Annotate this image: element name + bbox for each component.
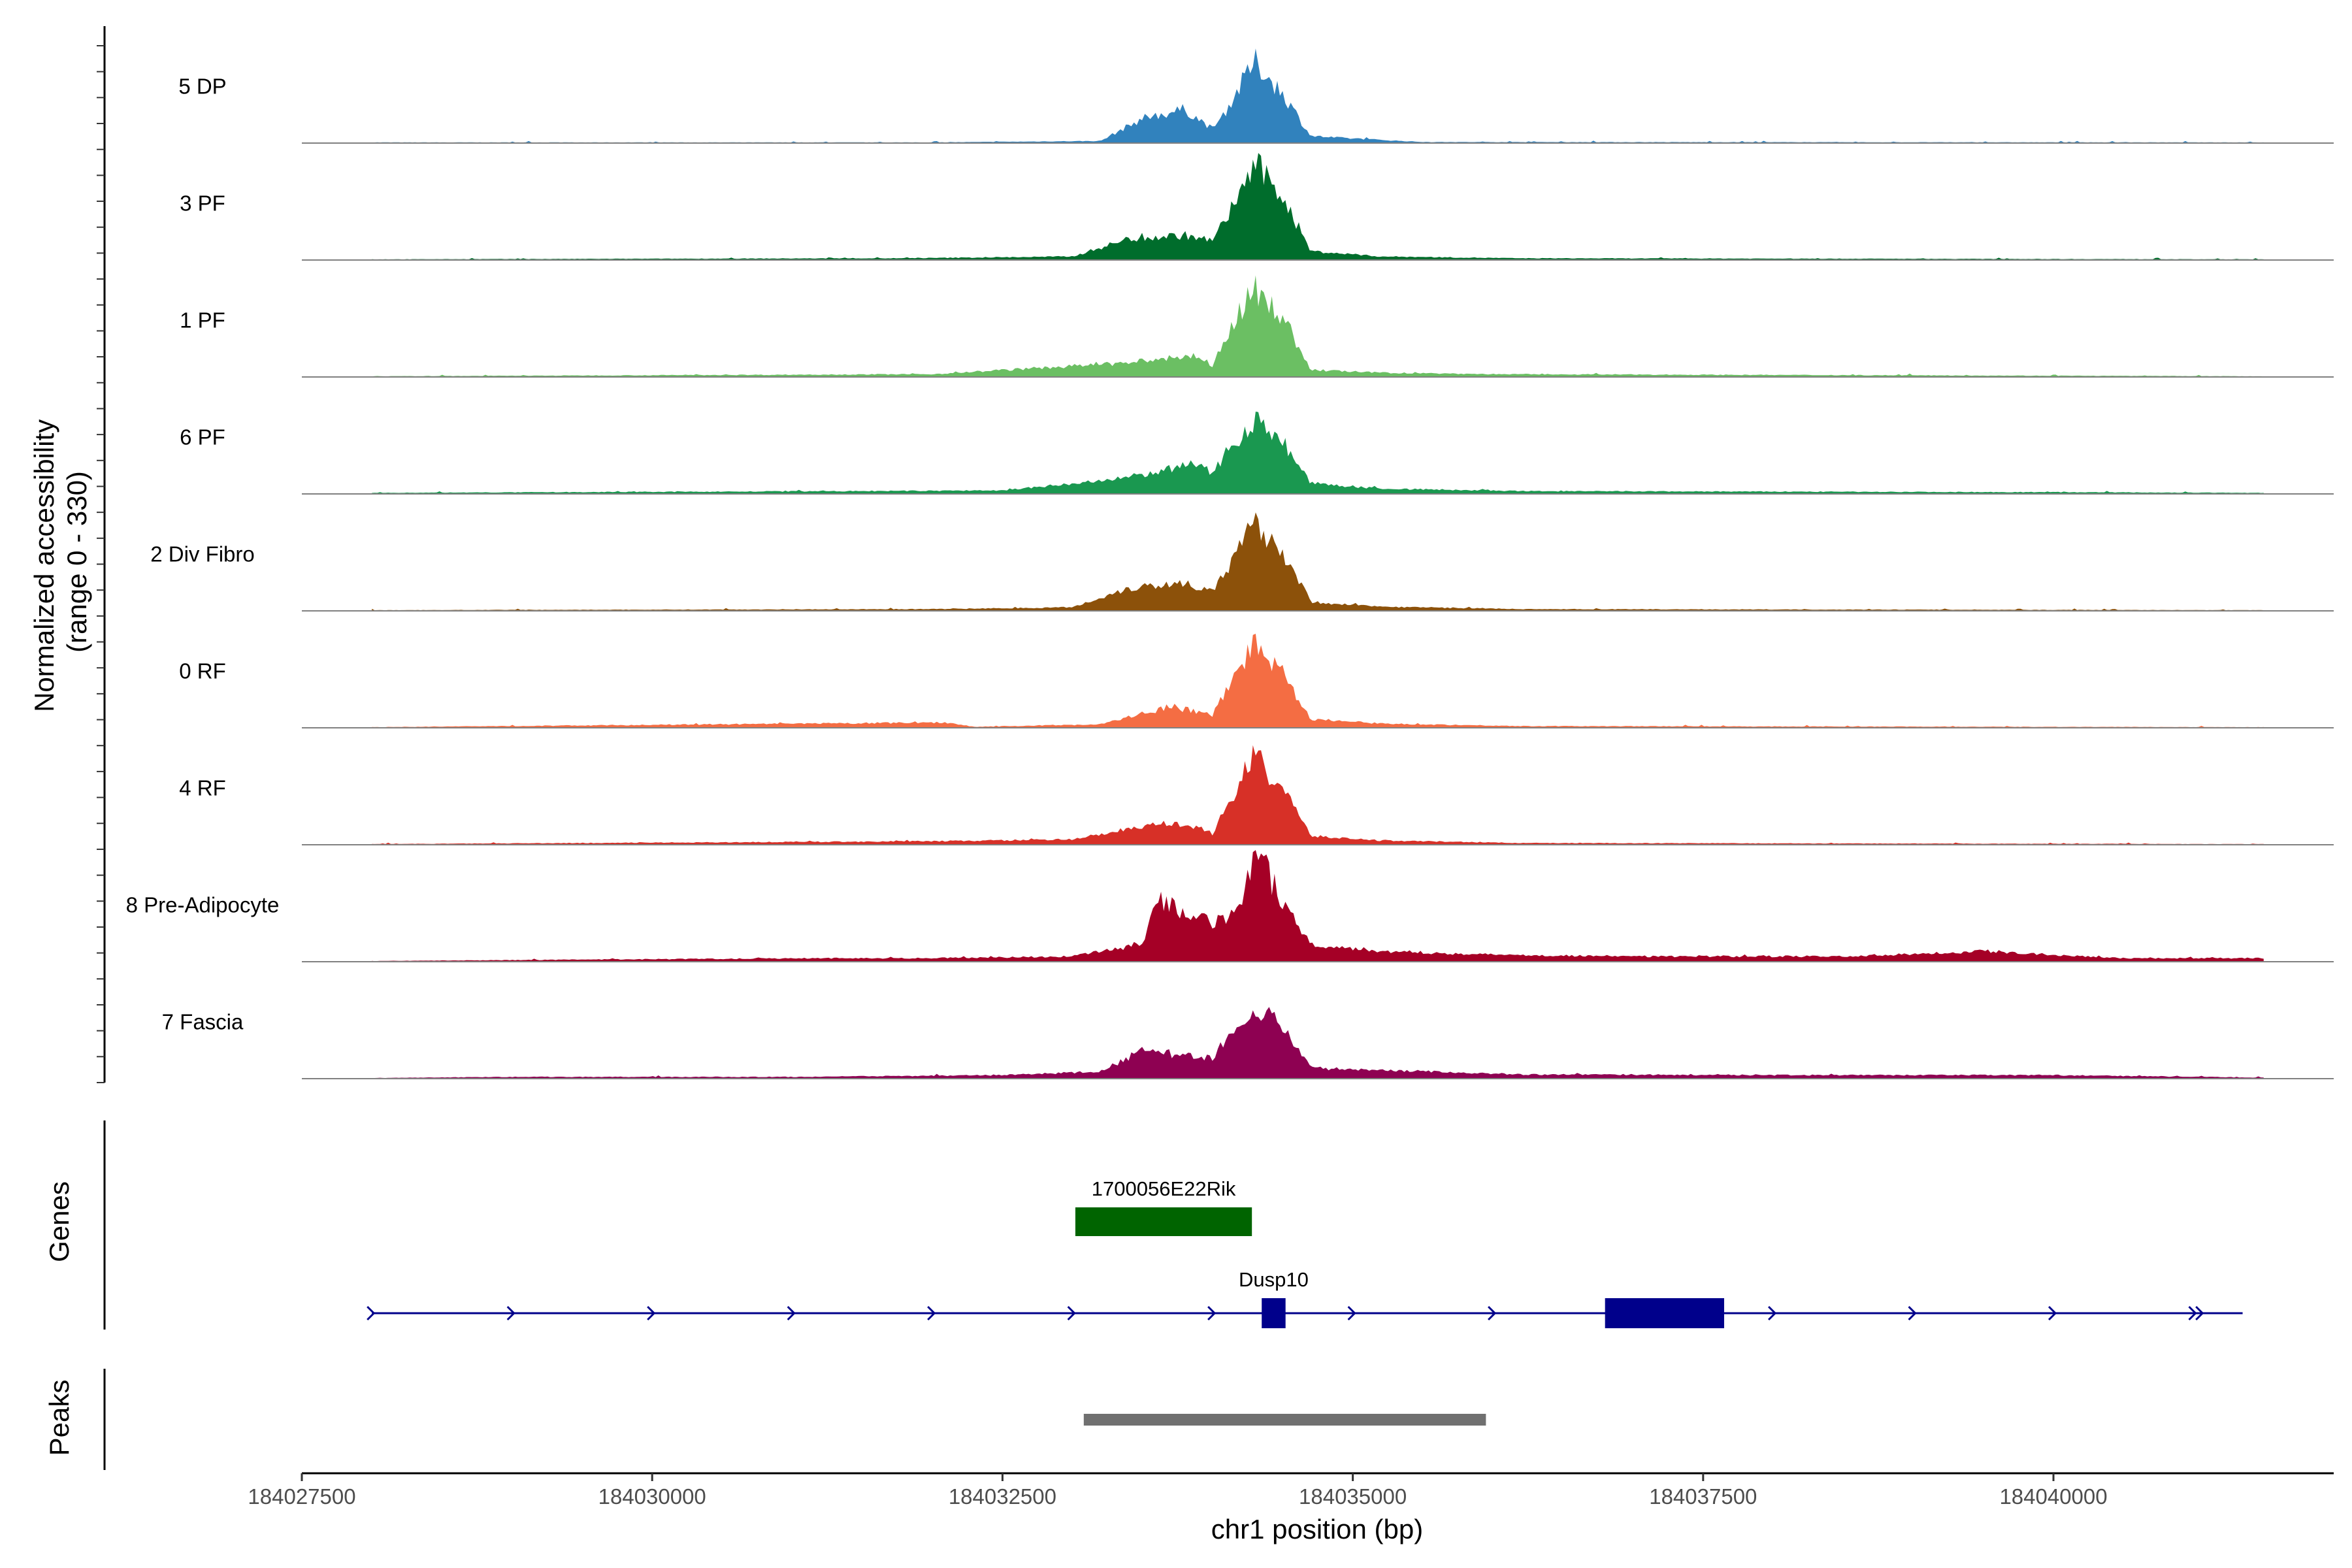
strand-arrow xyxy=(1347,1305,1356,1321)
strand-arrow xyxy=(506,1305,515,1321)
gene-exon xyxy=(1075,1207,1252,1236)
coverage-tracks: 5 DP 3 PF 1 PF 6 PF 2 Div Fibro 0 RF 4 RF 8 Pre… xyxy=(126,48,2334,1079)
track-2-div-fibro: 2 Div Fibro xyxy=(150,512,2334,612)
track-0-rf: 0 RF xyxy=(179,634,2334,728)
strand-arrow xyxy=(1488,1305,1497,1321)
x-axis: 184027500 184030000 184032500 184035000 1840… xyxy=(248,1472,2334,1509)
coverage-area-1-pf xyxy=(372,275,2264,377)
coverage-area-3-pf xyxy=(372,153,2264,260)
track-5-dp: 5 DP xyxy=(178,48,2334,144)
gene-exon xyxy=(1605,1298,1724,1328)
strand-arrow xyxy=(2195,1305,2204,1321)
strand-arrow xyxy=(647,1305,656,1321)
strand-arrow xyxy=(367,1305,376,1321)
coverage-area-5-dp xyxy=(372,48,2264,143)
strand-arrow xyxy=(1067,1305,1076,1321)
track-7-fascia: 7 Fascia xyxy=(162,1007,2334,1079)
coverage-y-axis-title-line2: (range 0 - 330) xyxy=(61,471,92,653)
track-label: 5 DP xyxy=(178,74,226,99)
gene-label: 1700056E22Rik xyxy=(1092,1177,1236,1200)
track-3-pf: 3 PF xyxy=(180,153,2334,261)
x-tick-label: 184027500 xyxy=(248,1484,355,1509)
track-label: 2 Div Fibro xyxy=(150,542,255,566)
coverage-area-7-fascia xyxy=(372,1007,2264,1079)
track-1-pf: 1 PF xyxy=(180,275,2334,378)
genes-panel: 1700056E22Rik Dusp10 xyxy=(103,1120,2243,1330)
gene-exon xyxy=(1262,1298,1286,1328)
strand-arrow xyxy=(1207,1305,1217,1321)
peaks-panel xyxy=(103,1369,1486,1470)
track-label: 6 PF xyxy=(180,425,225,449)
track-6-pf: 6 PF xyxy=(180,412,2334,495)
track-label: 0 RF xyxy=(179,659,226,683)
coverage-area-8-pre-adipocyte xyxy=(372,850,2264,962)
strand-arrow xyxy=(1908,1305,1917,1321)
coverage-y-axis-title-line1: Normalized accessibility xyxy=(29,419,59,712)
track-label: 3 PF xyxy=(180,191,225,216)
gene-1700056e22rik: 1700056E22Rik xyxy=(1075,1177,1252,1236)
strand-arrow xyxy=(927,1305,936,1321)
x-axis-title: chr1 position (bp) xyxy=(1211,1514,1424,1544)
coverage-y-axis xyxy=(97,26,106,1083)
x-tick-label: 184037500 xyxy=(1649,1484,1757,1509)
gene-label: Dusp10 xyxy=(1239,1268,1309,1291)
track-label: 1 PF xyxy=(180,308,225,333)
genes-panel-title: Genes xyxy=(44,1181,74,1262)
coverage-y-axis-title: Normalized accessibility (range 0 - 330) xyxy=(29,412,92,712)
strand-arrow xyxy=(2048,1305,2057,1321)
x-tick-label: 184035000 xyxy=(1299,1484,1407,1509)
peaks-panel-title: Peaks xyxy=(44,1380,74,1456)
strand-arrow xyxy=(1768,1305,1777,1321)
peak-region xyxy=(1083,1414,1486,1426)
coverage-area-0-rf xyxy=(372,634,2264,728)
track-label: 4 RF xyxy=(179,776,226,800)
coverage-area-2-div-fibro xyxy=(372,512,2264,611)
track-label: 8 Pre-Adipocyte xyxy=(126,893,280,917)
track-label: 7 Fascia xyxy=(162,1010,244,1034)
strand-arrow xyxy=(787,1305,796,1321)
coverage-area-6-pf xyxy=(372,412,2264,494)
x-tick-label: 184040000 xyxy=(1999,1484,2107,1509)
x-tick-label: 184032500 xyxy=(949,1484,1056,1509)
track-8-pre-adipocyte: 8 Pre-Adipocyte xyxy=(126,850,2334,962)
track-4-rf: 4 RF xyxy=(179,745,2334,845)
coverage-area-4-rf xyxy=(372,745,2264,845)
gene-dusp10: Dusp10 xyxy=(367,1268,2243,1328)
strand-arrow xyxy=(2188,1305,2197,1321)
x-tick-label: 184030000 xyxy=(598,1484,706,1509)
